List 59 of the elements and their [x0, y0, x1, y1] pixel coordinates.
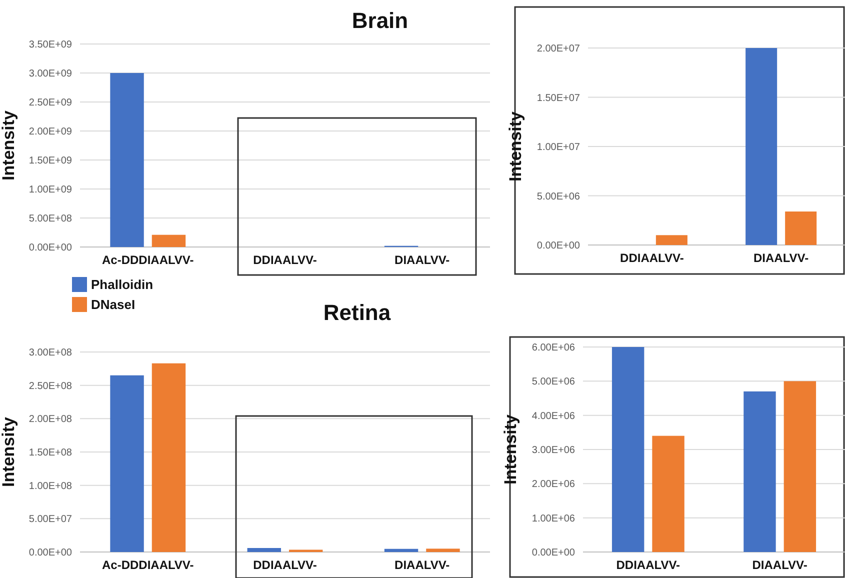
x-tick-label: DDIAALVV- — [253, 253, 317, 267]
y-axis-title: Intensity — [0, 416, 18, 487]
chart-title: Brain — [352, 8, 408, 33]
y-tick-label: 3.50E+09 — [28, 40, 72, 50]
y-tick-label: 6.00E+06 — [532, 342, 576, 354]
y-tick-label: 0.00E+00 — [532, 548, 576, 558]
y-tick-label: 1.50E+09 — [28, 156, 72, 166]
y-tick-label: 2.00E+08 — [28, 414, 72, 426]
y-tick-label: 2.00E+09 — [28, 126, 72, 138]
x-tick-label: DDIAALVV- — [616, 558, 680, 572]
y-tick-label: 1.00E+07 — [536, 142, 580, 153]
x-tick-label: DDIAALVV- — [253, 558, 317, 572]
x-tick-label: DIAALVV- — [394, 253, 450, 267]
y-axis-title: Intensity — [501, 414, 520, 484]
bar — [744, 391, 776, 552]
x-tick-label: Ac-DDDIAALVV- — [102, 253, 194, 267]
y-tick-label: 3.00E+09 — [28, 68, 72, 80]
bar — [152, 234, 186, 247]
y-tick-label: 0.00E+00 — [28, 242, 72, 254]
chart-title: Retina — [323, 300, 392, 325]
bar — [110, 73, 144, 247]
bar — [110, 375, 144, 552]
bar — [152, 363, 186, 552]
x-tick-label: Ac-DDDIAALVV- — [102, 558, 194, 572]
y-tick-label: 3.00E+06 — [532, 445, 576, 456]
x-tick-label: DIAALVV- — [752, 558, 808, 572]
bar — [426, 548, 460, 552]
y-tick-label: 2.00E+07 — [536, 44, 580, 54]
bar — [784, 381, 816, 552]
bar — [384, 548, 418, 552]
y-tick-label: 0.00E+00 — [28, 548, 72, 558]
bar — [656, 235, 688, 245]
bar — [652, 436, 684, 552]
y-tick-label: 5.00E+06 — [532, 376, 576, 388]
y-tick-label: 1.50E+07 — [536, 92, 580, 104]
y-tick-label: 2.50E+08 — [28, 380, 72, 392]
x-tick-label: DIAALVV- — [754, 251, 809, 265]
bar — [785, 212, 817, 245]
y-tick-label: 5.00E+06 — [536, 191, 580, 202]
y-axis-title: Intensity — [0, 110, 18, 180]
x-tick-label: DDIAALVV- — [620, 251, 684, 265]
x-tick-label: DIAALVV- — [394, 558, 450, 572]
y-tick-label: 1.00E+08 — [28, 480, 72, 492]
y-tick-label: 3.00E+08 — [28, 348, 72, 358]
legend-label: Phalloidin — [91, 277, 154, 292]
y-tick-label: 0.00E+00 — [536, 240, 580, 252]
y-tick-label: 2.50E+09 — [28, 98, 72, 108]
y-tick-label: 5.00E+07 — [28, 514, 72, 526]
y-tick-label: 5.00E+08 — [28, 214, 72, 224]
bar — [612, 347, 644, 552]
y-tick-label: 1.50E+08 — [28, 448, 72, 458]
y-axis-title: Intensity — [506, 111, 525, 182]
y-tick-label: 4.00E+06 — [532, 410, 576, 422]
y-tick-label: 1.00E+06 — [532, 513, 576, 524]
y-tick-label: 2.00E+06 — [532, 479, 576, 490]
y-tick-label: 1.00E+09 — [28, 184, 72, 196]
legend-label: DNaseI — [91, 297, 136, 312]
bar — [746, 48, 778, 245]
bar — [247, 548, 281, 552]
